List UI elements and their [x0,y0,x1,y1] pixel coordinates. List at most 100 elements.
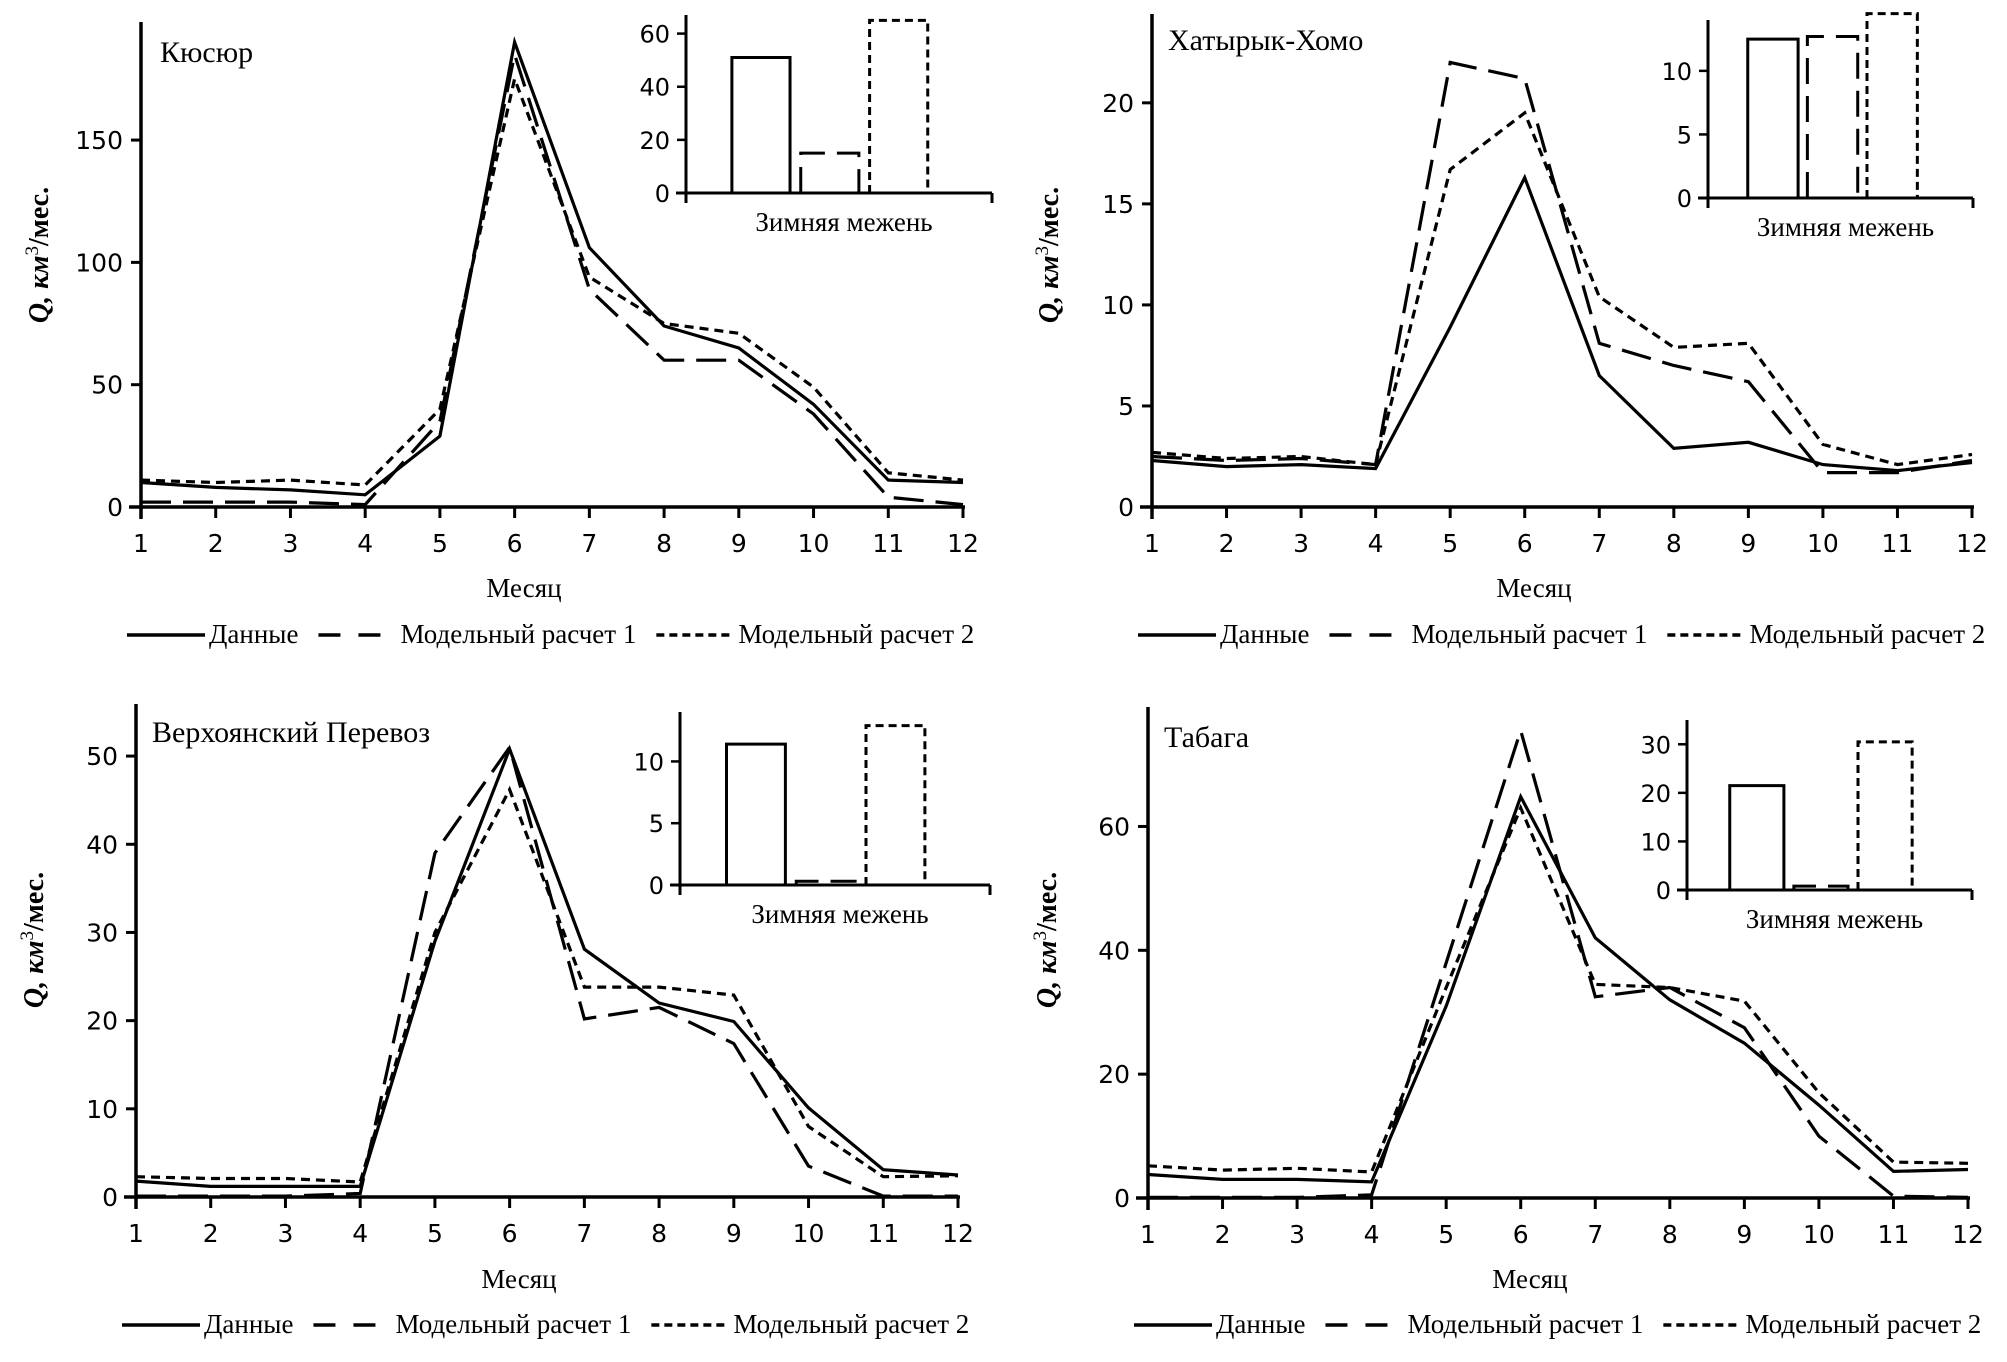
inset-y-tick-label: 20 [639,127,670,155]
x-tick-label: 11 [867,1219,899,1248]
y-axis-label: Q, км3/мес. [22,187,56,323]
y-tick-label: 5 [1118,392,1134,421]
legend-label-model-2: Модельный расчет 2 [738,619,974,649]
y-tick-label: 40 [86,830,118,859]
legend-label-model-2: Модельный расчет 2 [733,1309,969,1339]
y-axis-label: Q, км3/мес. [1032,187,1066,323]
station-title: Кюсюр [160,36,253,69]
inset-bar-observed [730,56,792,193]
inset-y-tick-label: 5 [649,810,664,838]
series-line-model-1 [136,743,958,1198]
legend-label-observed: Данные [204,1309,293,1339]
y-tick-label: 20 [1098,1060,1130,1089]
x-tick-label: 8 [1666,529,1682,558]
legend-label-observed: Данные [209,619,298,649]
inset-bar-model-2 [868,18,930,193]
x-tick-label: 1 [1144,529,1160,558]
station-title: Хатырык-Хомо [1168,24,1363,57]
y-tick-label: 150 [75,126,123,155]
series-line-observed [1147,792,1969,1184]
x-tick-label: 7 [1587,1220,1603,1249]
inset-y-tick-label: 40 [639,74,670,102]
x-tick-label: 12 [1952,1220,1984,1249]
inset-bar-chart: 0 5 10 Зимняя межень [1661,12,1975,242]
y-axis-label: Q, км3/мес. [1030,872,1064,1008]
x-tick-label: 11 [1878,1220,1910,1249]
inset-y-tick-label: 10 [1661,58,1692,86]
x-tick-label: 5 [427,1219,443,1248]
x-tick-label: 8 [656,529,672,558]
x-tick-label: 7 [1591,529,1607,558]
x-tick-label: 3 [1289,1220,1305,1249]
x-axis-label: Месяц [1496,573,1571,603]
y-tick-label: 20 [1102,89,1134,118]
y-tick-label: 10 [1102,291,1134,320]
inset-y-tick-label: 10 [1640,828,1671,856]
inset-bar-model-1 [1792,884,1850,890]
x-tick-label: 4 [357,529,373,558]
inset-bar-observed [1728,784,1786,890]
x-tick-label: 8 [651,1219,667,1248]
y-tick-label: 50 [91,371,123,400]
x-tick-label: 4 [1364,1220,1380,1249]
x-tick-label: 11 [1882,529,1914,558]
inset-bar-model-2 [1856,740,1914,890]
station-title: Верхоянский Перевоз [152,716,430,749]
x-tick-label: 10 [1807,529,1839,558]
x-tick-label: 7 [581,529,597,558]
inset-x-axis-label: Зимняя межень [1757,212,1934,242]
y-tick-label: 0 [1118,493,1134,522]
inset-y-tick-label: 0 [1656,877,1671,905]
inset-y-tick-label: 5 [1677,121,1692,149]
station-title: Табага [1164,721,1249,754]
x-axis-label: Месяц [481,1264,556,1294]
x-tick-label: 11 [872,529,904,558]
x-tick-label: 1 [128,1219,144,1248]
y-tick-label: 20 [86,1007,118,1036]
x-tick-label: 6 [507,529,523,558]
x-tick-label: 3 [283,529,299,558]
x-tick-label: 9 [1736,1220,1752,1249]
y-tick-label: 0 [102,1183,118,1212]
y-tick-label: 50 [86,742,118,771]
legend-label-model-2: Модельный расчет 2 [1749,619,1985,649]
legend-label-model-2: Модельный расчет 2 [1745,1309,1981,1339]
x-tick-label: 2 [203,1219,219,1248]
x-tick-label: 2 [208,529,224,558]
y-axis-label: Q, км3/мес. [17,872,51,1008]
x-tick-label: 2 [1215,1220,1231,1249]
inset-y-tick-label: 10 [633,748,664,776]
x-tick-label: 2 [1219,529,1235,558]
x-tick-label: 5 [1442,529,1458,558]
inset-y-tick-label: 20 [1640,780,1671,808]
x-tick-label: 6 [1517,529,1533,558]
y-tick-label: 15 [1102,190,1134,219]
inset-y-tick-label: 30 [1640,731,1671,759]
inset-bar-chart: 0 20 40 60 Зимняя межень [639,15,994,237]
legend-label-model-1: Модельный расчет 1 [1411,619,1647,649]
series-line-model-2 [140,73,964,487]
inset-bar-model-2 [864,724,927,885]
series-line-model-1 [141,48,964,507]
series-line-observed [140,36,964,497]
inset-bar-model-2 [1865,12,1919,198]
x-tick-label: 12 [1956,529,1988,558]
x-tick-label: 9 [731,529,747,558]
x-tick-label: 3 [1293,529,1309,558]
y-tick-label: 100 [75,248,123,277]
series-line-model-2 [135,785,959,1184]
legend-label-model-1: Модельный расчет 1 [400,619,636,649]
y-tick-label: 60 [1098,812,1130,841]
x-tick-label: 5 [1438,1220,1454,1249]
series-line-observed [135,744,959,1189]
x-tick-label: 1 [1140,1220,1156,1249]
x-tick-label: 1 [133,529,149,558]
x-tick-label: 12 [947,529,979,558]
x-axis-label: Месяц [486,573,561,603]
legend-label-observed: Данные [1216,1309,1305,1339]
inset-y-tick-label: 0 [1677,185,1692,213]
inset-bar-observed [725,742,787,885]
